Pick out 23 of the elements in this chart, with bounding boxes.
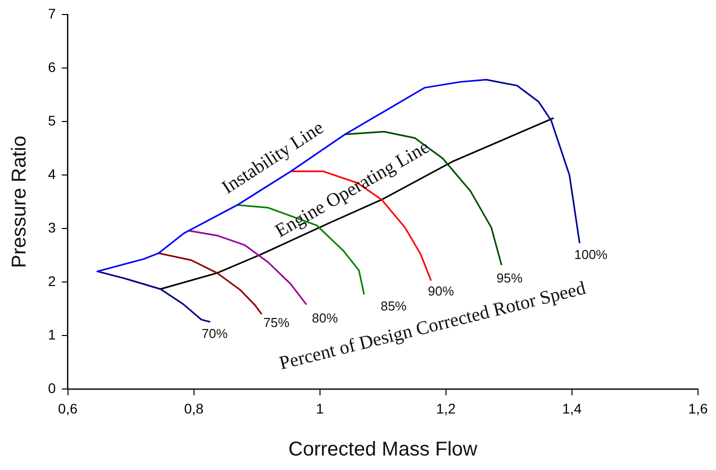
y-tick-label: 1 — [48, 326, 56, 343]
annotation: 85% — [380, 298, 408, 314]
x-axis-title: Corrected Mass Flow — [288, 438, 478, 461]
x-tick-label: 1,4 — [562, 400, 582, 416]
y-tick-label: 4 — [48, 166, 56, 182]
annotation: 75% — [263, 315, 290, 330]
annotation: 70% — [202, 326, 228, 342]
annotation: 80% — [312, 310, 338, 326]
x-tick-label: 0,8 — [184, 400, 204, 416]
annotation: 90% — [428, 284, 454, 299]
x-tick-label: 1,2 — [436, 400, 456, 416]
annotation: 95% — [496, 270, 524, 286]
y-tick-label: 6 — [48, 58, 56, 75]
x-tick-label: 0,6 — [58, 400, 78, 416]
x-tick-label: 1 — [316, 400, 324, 416]
y-tick-label: 7 — [48, 5, 56, 22]
x-tick-label: 1,6 — [688, 400, 708, 416]
y-axis-title: Pressure Ratio — [8, 136, 31, 268]
y-tick-label: 3 — [48, 219, 56, 236]
y-tick-label: 0 — [48, 380, 56, 396]
annotation: 100% — [574, 246, 608, 262]
y-tick-label: 5 — [48, 112, 56, 128]
y-tick-label: 2 — [48, 272, 56, 289]
